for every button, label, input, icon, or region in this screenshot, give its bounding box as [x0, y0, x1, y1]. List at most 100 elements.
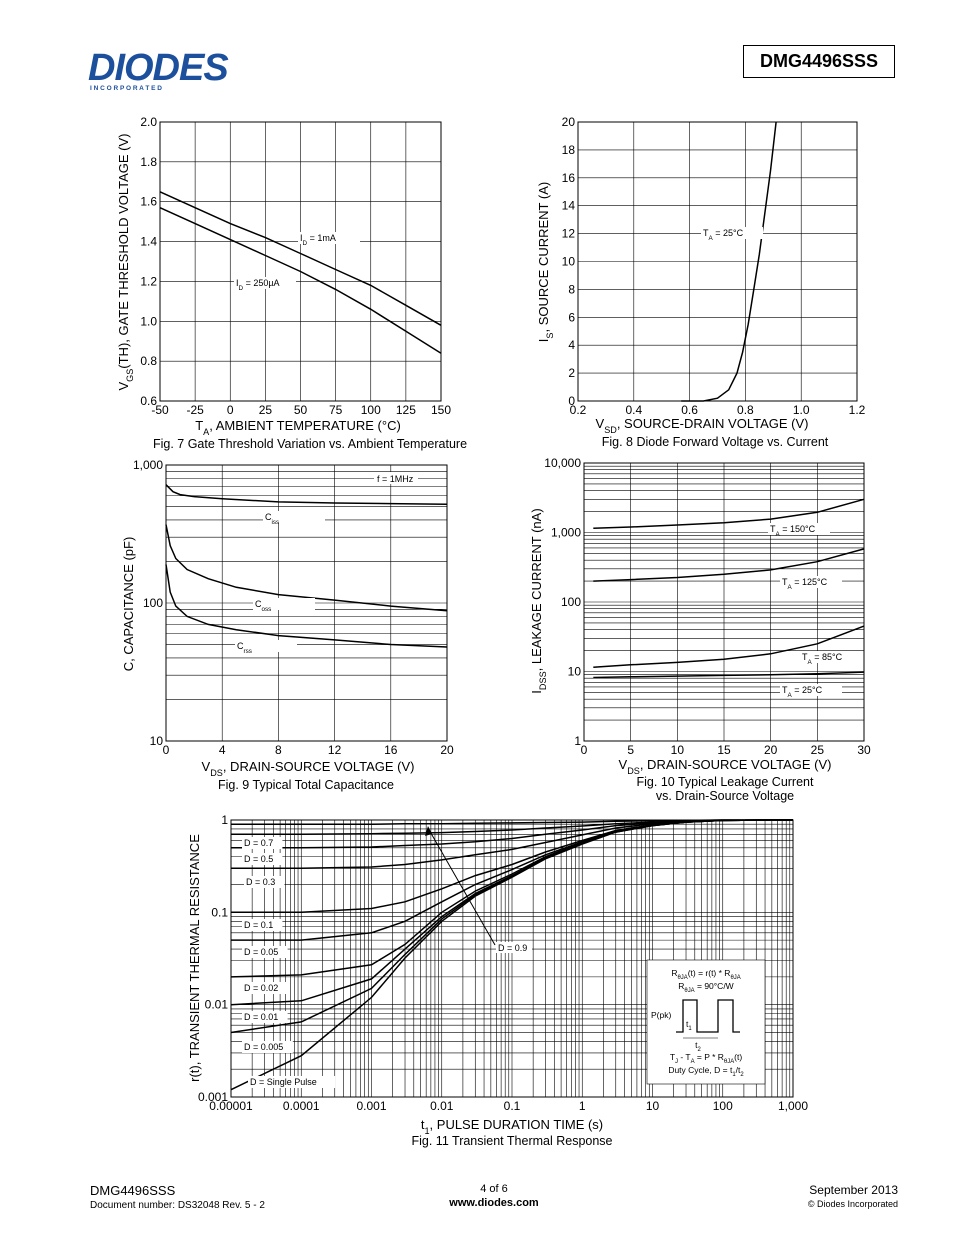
fig7-xtick-label: -25 — [186, 403, 204, 417]
fig11-grid — [230, 820, 793, 1098]
fig10-xtick-label: 20 — [764, 743, 778, 757]
fig11-label-bg — [242, 853, 283, 865]
fig11-series-label: D = 0.9 — [498, 943, 527, 953]
fig7-series-label: ID = 250µA — [236, 278, 280, 292]
fig8-ytick-label: 0 — [568, 394, 575, 408]
fig11-inset-ppk: P(pk) — [651, 1010, 671, 1020]
fig11-inset-line2: RθJA = 90°C/W — [678, 981, 733, 994]
fig10-ytick-label: 1 — [574, 734, 581, 748]
fig8-chart: 0.2 0.4 0.6 0.8 1.0 1.2 0 2 4 6 8 10 12 14 16 18 20 VSD, … — [536, 115, 866, 449]
fig11-xtick-label: 10 — [646, 1099, 660, 1113]
fig9-annotation-bg — [374, 472, 418, 484]
fig11-chart: 0.00001 0.0001 0.001 0.01 0.1 1 10 100 1,000 0.00… — [187, 813, 808, 1148]
fig11-inset-line4: Duty Cycle, D = t1/t2 — [668, 1065, 743, 1078]
fig11-series-label: D = 0.01 — [244, 1012, 278, 1022]
fig9-ylabel: C, CAPACITANCE (pF) — [121, 537, 136, 672]
fig7-xtick-label: 150 — [431, 403, 451, 417]
fig7-label-bg — [234, 277, 296, 289]
fig7-chart: -50 -25 0 25 50 75 100 125 150 0.6 0.8 1.0 1.2 1.4 1.6… — [116, 115, 467, 451]
fig8-xtick-label: 1.0 — [793, 403, 810, 417]
fig9-label-bg — [263, 511, 325, 523]
fig11-frame — [230, 819, 794, 1098]
fig9-ytick-label: 100 — [143, 596, 163, 610]
footer-url[interactable]: www.diodes.com — [449, 1197, 539, 1209]
fig10-ytick-label: 100 — [561, 595, 581, 609]
fig11-label-bg — [242, 919, 283, 931]
fig11-label-bg — [242, 1041, 293, 1053]
fig7-xtick-label: 125 — [396, 403, 416, 417]
fig11-xtick-label: 0.1 — [504, 1099, 521, 1113]
fig9-xtick-label: 12 — [328, 743, 342, 757]
fig11-xtick-label: 0.00001 — [209, 1099, 253, 1113]
fig7-ytick-label: 1.4 — [140, 235, 157, 249]
fig8-xlabel: VSD, SOURCE-DRAIN VOLTAGE (V) — [596, 416, 809, 435]
fig10-series-label: TA = 85°C — [802, 652, 843, 666]
logo-text: DIODES — [88, 47, 228, 89]
footer-copyright: © Diodes Incorporated — [807, 1199, 898, 1209]
fig8-frame — [577, 121, 858, 402]
fig10-series-line — [593, 548, 865, 582]
fig7-series-line — [159, 207, 442, 354]
footer-part: DMG4496SSS — [90, 1183, 176, 1198]
fig7-xtick-label: 100 — [361, 403, 381, 417]
fig9-caption: Fig. 9 Typical Total Capacitance — [218, 778, 394, 792]
fig9-xtick-label: 0 — [163, 743, 170, 757]
fig10-label-bg — [800, 651, 862, 663]
fig8-ytick-label: 4 — [568, 338, 575, 352]
fig11-xtick-label: 1 — [579, 1099, 586, 1113]
part-number-box: DMG4496SSS — [743, 45, 895, 78]
fig10-series-label: TA = 125°C — [782, 577, 828, 591]
fig11-inset-t2: t2 — [695, 1040, 701, 1053]
fig11-xtick-label: 0.001 — [356, 1099, 386, 1113]
fig11-xlabel: t1, PULSE DURATION TIME (s) — [421, 1117, 603, 1136]
fig10-label-bg — [768, 523, 830, 535]
footer-doc-number: Document number: DS32048 Rev. 5 - 2 — [90, 1200, 265, 1211]
fig7-label-bg — [298, 232, 360, 244]
fig8-ytick-label: 8 — [568, 282, 575, 296]
fig11-ytick-label: 0.001 — [198, 1090, 228, 1104]
fig9-annotation: f = 1MHz — [377, 474, 414, 484]
fig7-ylabel: VGS(TH), GATE THRESHOLD VOLTAGE (V) — [116, 133, 135, 390]
fig11-inset-line1: RθJA(t) = r(t) * RθJA — [671, 968, 740, 981]
fig7-series-label: ID = 1mA — [300, 233, 336, 247]
fig8-label-bg — [701, 227, 763, 239]
fig11-xtick-label: 0.0001 — [283, 1099, 320, 1113]
fig7-grid — [159, 121, 442, 402]
fig10-frame — [583, 462, 865, 742]
fig8-ytick-label: 14 — [562, 199, 576, 213]
fig8-ylabel: IS, SOURCE CURRENT (A) — [536, 182, 555, 342]
fig8-ytick-label: 12 — [562, 227, 576, 241]
fig11-xtick-label: 0.01 — [430, 1099, 454, 1113]
fig11-label-bg — [248, 1076, 336, 1088]
fig7-ytick-label: 1.6 — [140, 195, 157, 209]
fig8-caption: Fig. 8 Diode Forward Voltage vs. Current — [602, 435, 829, 449]
fig11-label-bg — [496, 942, 532, 953]
fig11-inset-box — [646, 959, 766, 1085]
fig7-ytick-label: 1.8 — [140, 155, 157, 169]
fig9-series-line — [165, 524, 448, 612]
fig8-ytick-label: 10 — [562, 255, 576, 269]
fig8-ytick-label: 2 — [568, 366, 575, 380]
footer-date: September 2013 — [809, 1183, 898, 1197]
fig11-label-bg — [242, 982, 288, 994]
fig11-label-bg — [242, 837, 283, 849]
fig10-xtick-label: 15 — [717, 743, 731, 757]
fig10-xtick-label: 0 — [581, 743, 588, 757]
fig11-ytick-label: 0.1 — [211, 905, 228, 919]
fig7-xtick-label: 0 — [227, 403, 234, 417]
fig9-grid — [165, 465, 448, 742]
fig10-ytick-label: 10,000 — [544, 456, 581, 470]
fig9-series-label: Crss — [237, 641, 252, 655]
fig10-ytick-label: 10 — [568, 665, 582, 679]
logo-subtext: I N C O R P O R A T E D — [90, 85, 162, 92]
fig11-ylabel: r(t), TRANSIENT THERMAL RESISTANCE — [187, 834, 202, 1082]
fig11-series-label: D = 0.05 — [244, 947, 278, 957]
fig9-series-label: Ciss — [265, 512, 279, 526]
fig10-series-label: TA = 25°C — [782, 685, 823, 699]
fig8-xtick-label: 0.4 — [625, 403, 642, 417]
fig8-ytick-label: 16 — [562, 171, 576, 185]
fig9-xtick-label: 8 — [275, 743, 282, 757]
fig11-xtick-label: 1,000 — [778, 1099, 808, 1113]
fig10-ylabel: IDSS, LEAKAGE CURRENT (nA) — [529, 508, 548, 693]
fig11-inset-line3: TJ - TA = P * RθJA(t) — [670, 1052, 743, 1065]
